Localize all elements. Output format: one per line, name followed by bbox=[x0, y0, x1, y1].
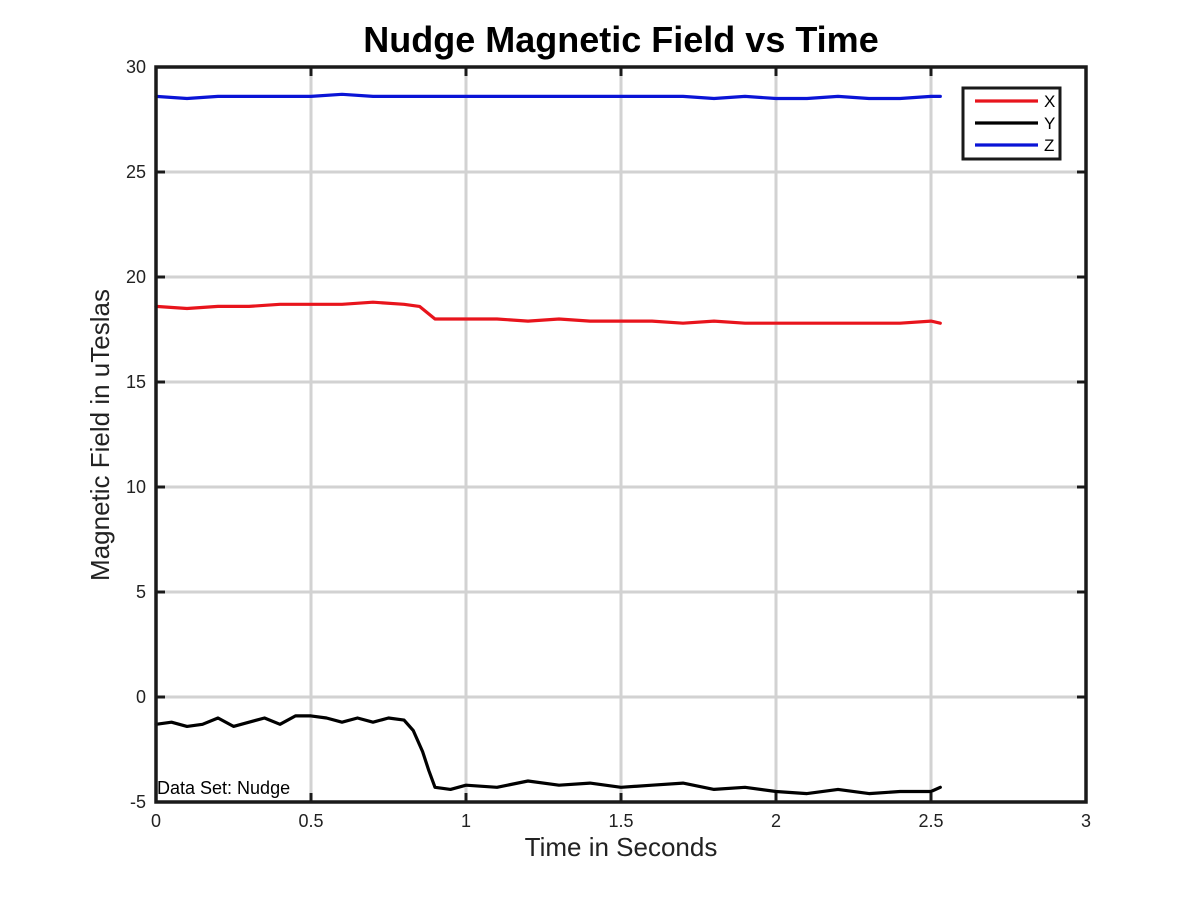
y-tick-label-0: -5 bbox=[130, 792, 146, 812]
x-axis-label: Time in Seconds bbox=[525, 832, 718, 862]
y-tick-label-5: 20 bbox=[126, 267, 146, 287]
y-tick-label-1: 0 bbox=[136, 687, 146, 707]
x-tick-label-3: 1.5 bbox=[608, 811, 633, 831]
y-axis-label: Magnetic Field in uTeslas bbox=[85, 289, 115, 581]
x-tick-label-5: 2.5 bbox=[918, 811, 943, 831]
series-line-z bbox=[154, 92, 942, 101]
legend-label-z: Z bbox=[1044, 136, 1054, 155]
series-line-x bbox=[154, 300, 942, 325]
x-tick-label-0: 0 bbox=[151, 811, 161, 831]
y-tick-label-3: 10 bbox=[126, 477, 146, 497]
chart-title: Nudge Magnetic Field vs Time bbox=[363, 19, 878, 60]
series-line-y bbox=[154, 714, 942, 796]
y-tick-label-7: 30 bbox=[126, 57, 146, 77]
x-tick-label-2: 1 bbox=[461, 811, 471, 831]
series-lines bbox=[154, 92, 942, 796]
y-tick-label-4: 15 bbox=[126, 372, 146, 392]
x-tick-label-4: 2 bbox=[771, 811, 781, 831]
legend-label-y: Y bbox=[1044, 114, 1055, 133]
y-tick-label-6: 25 bbox=[126, 162, 146, 182]
x-tick-label-1: 0.5 bbox=[298, 811, 323, 831]
legend-label-x: X bbox=[1044, 92, 1055, 111]
dataset-annotation: Data Set: Nudge bbox=[157, 778, 290, 798]
axis-ticks bbox=[154, 65, 1088, 804]
legend: XYZ bbox=[961, 86, 1062, 161]
grid-lines bbox=[154, 65, 1088, 804]
y-tick-label-2: 5 bbox=[136, 582, 146, 602]
x-tick-label-6: 3 bbox=[1081, 811, 1091, 831]
